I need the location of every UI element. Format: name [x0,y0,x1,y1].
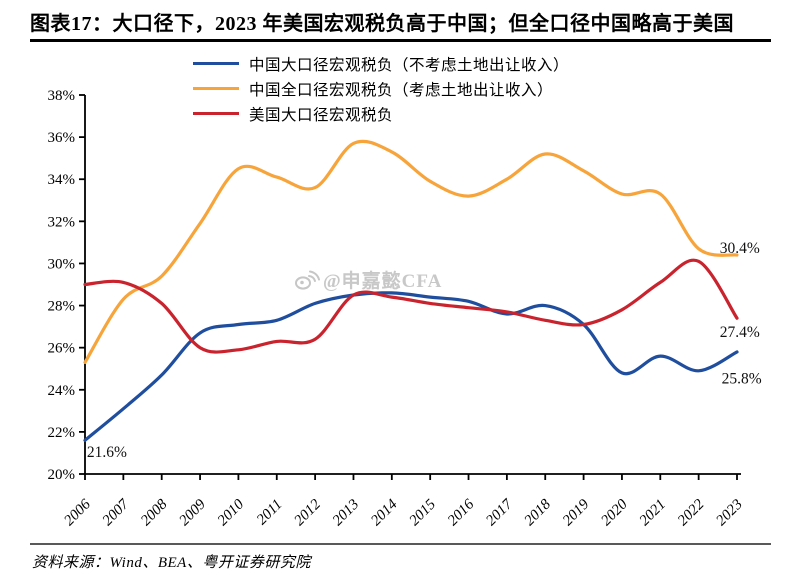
x-axis-label: 2016 [445,496,478,529]
y-axis-label: 36% [48,130,76,146]
axis-lines [84,95,741,475]
legend-label: 中国大口径宏观税负（不考虑土地出让收入） [249,56,570,74]
source-note: 资料来源：Wind、BEA、粤开证券研究院 [32,555,311,571]
data-label: 30.4% [720,240,760,257]
x-axis-label: 2014 [368,496,401,529]
series-line-2 [83,258,739,354]
x-axis-label: 2012 [291,496,324,529]
legend-swatch [193,112,239,115]
data-label: 21.6% [87,444,127,461]
y-axis-label: 24% [48,383,76,399]
legend-item-1: 中国全口径宏观税负（考虑土地出让收入） [193,77,569,100]
figure-title: 图表17：大口径下，2023 年美国宏观税负高于中国；但全口径中国略高于美国 [30,13,734,35]
series-line-1 [83,139,739,364]
series-line-0 [83,291,739,442]
x-axis-label: 2018 [522,496,555,529]
x-axis-label: 2007 [100,495,134,529]
legend-swatch [193,87,239,90]
x-axis-label: 2011 [254,497,286,529]
legend-swatch [193,62,239,65]
x-axis-label: 2020 [598,496,631,529]
data-label: 27.4% [720,324,760,341]
y-axis-label: 26% [48,341,76,357]
y-axis-label: 30% [48,256,76,272]
title-underline [30,39,771,42]
y-axis-label: 34% [48,172,76,188]
x-axis-label: 2019 [560,496,593,529]
x-axis-label: 2021 [637,497,670,530]
x-axis-label: 2015 [406,496,439,529]
footer-divider [30,543,771,545]
x-axis-label: 2013 [330,497,363,530]
legend-label: 中国全口径宏观税负（考虑土地出让收入） [249,81,554,99]
tax-burden-line-chart: 20%22%24%26%28%30%32%34%36%38%2006 2007 20… [48,88,762,530]
y-axis-label: 20% [48,467,76,483]
x-axis-label: 2017 [483,495,517,529]
chart-legend: 中国大口径宏观税负（不考虑土地出让收入） 中国全口径宏观税负（考虑土地出让收入） 美… [193,52,569,125]
x-axis-label: 2008 [138,496,171,529]
x-axis-label: 2023 [713,497,746,530]
x-axis-label: 2022 [675,496,708,529]
legend-label: 美国大口径宏观税负 [249,106,394,124]
x-axis-label: 2009 [176,496,209,529]
data-label: 25.8% [722,370,762,387]
y-axis-label: 28% [48,299,76,315]
x-axis-label: 2010 [215,496,248,529]
y-axis-label: 32% [48,214,76,230]
y-axis-label: 38% [48,88,76,104]
x-axis-label: 2006 [61,496,94,529]
legend-item-0: 中国大口径宏观税负（不考虑土地出让收入） [193,52,569,75]
legend-item-2: 美国大口径宏观税负 [193,102,569,125]
y-axis-label: 22% [48,425,76,441]
chart-area: 20% 22% 24% 26% 28% 30% 32% 34% 36% 38% 2006 2007 20… [0,85,800,545]
